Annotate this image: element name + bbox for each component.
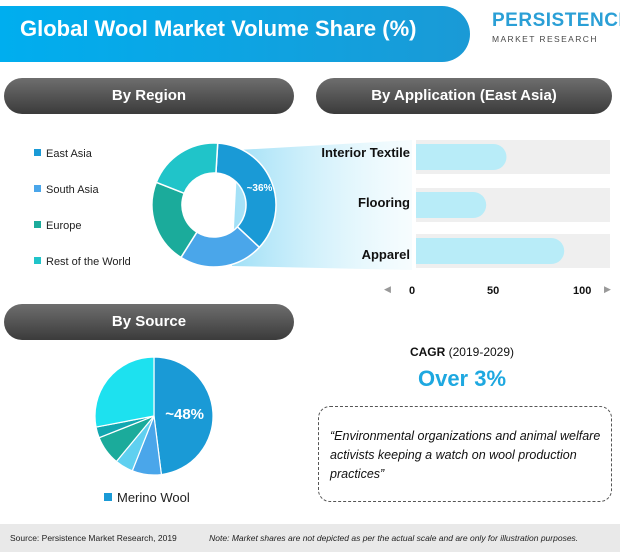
legend-swatch (34, 257, 41, 264)
x-tick-50: 50 (487, 285, 500, 297)
source-legend: Merino Wool (104, 490, 190, 505)
legend-swatch (104, 493, 112, 501)
footer-source: Source: Persistence Market Research, 201… (10, 533, 177, 543)
bar-label-flooring: Flooring (358, 195, 410, 210)
bar-label-apparel: Apparel (361, 247, 410, 262)
section-pill-source: By Source (4, 304, 294, 340)
footer-note: Note: Market shares are not depicted as … (209, 533, 579, 543)
donut-slice-label: ~36% (247, 183, 273, 194)
legend-label: Europe (46, 220, 82, 232)
donut-slice-east-asia (215, 142, 277, 249)
section-pill-application: By Application (East Asia) (316, 78, 612, 114)
bar-flooring (416, 192, 487, 218)
source-pie: ~48% (94, 356, 214, 476)
company-logo: PERSISTENCE MARKET RESEARCH (492, 10, 620, 56)
region-legend: East Asia South Asia Europe Rest of the … (34, 147, 131, 269)
bar-cap (416, 238, 428, 264)
legend-item-east-asia: East Asia (34, 147, 131, 161)
legend-swatch (34, 149, 41, 156)
bar-interior-textile (416, 144, 507, 170)
legend-item-south-asia: South Asia (34, 183, 131, 197)
region-donut: ~36% (151, 142, 277, 268)
footer-bar: Source: Persistence Market Research, 201… (0, 524, 620, 552)
pie-slice-other-5 (94, 356, 155, 428)
bar-cap (416, 144, 428, 170)
legend-swatch (34, 185, 41, 192)
x-tick-0: 0 (409, 285, 416, 297)
legend-label: South Asia (46, 184, 99, 196)
title-banner (0, 6, 470, 62)
pie-slice-merino-wool (153, 356, 214, 476)
connector-beam (232, 140, 412, 270)
bar-cap (416, 192, 428, 218)
application-bars (416, 140, 610, 268)
legend-label: East Asia (46, 148, 92, 160)
section-pill-region: By Region (4, 78, 294, 114)
cagr-heading: CAGR (2019-2029) (362, 345, 562, 359)
legend-item-rest-of-world: Rest of the World (34, 255, 131, 269)
logo-main-text: PERSISTENCE (492, 10, 620, 31)
logo-sub-text: MARKET RESEARCH (492, 34, 598, 44)
axis-left-arrow-icon: ◀ (384, 284, 391, 294)
pie-slice-label: ~48% (165, 406, 204, 423)
donut-slice-rest-of-the-world (155, 142, 219, 195)
axis-right-arrow-icon: ▶ (604, 284, 611, 294)
quote-text: “Environmental organizations and animal … (330, 429, 601, 481)
x-tick-100: 100 (573, 285, 592, 297)
quote-box (318, 406, 612, 502)
cagr-value: Over 3% (417, 366, 507, 391)
page-title: Global Wool Market Volume Share (%) (20, 16, 417, 41)
bar-label-interior-textile: Interior Textile (321, 145, 410, 160)
legend-label-merino-wool: Merino Wool (117, 490, 190, 505)
legend-label: Rest of the World (46, 256, 131, 268)
legend-item-europe: Europe (34, 219, 131, 233)
cagr-label: CAGR (409, 345, 446, 359)
cagr-period: (2019-2029) (448, 345, 515, 359)
bar-apparel (416, 238, 565, 264)
legend-swatch (34, 221, 41, 228)
